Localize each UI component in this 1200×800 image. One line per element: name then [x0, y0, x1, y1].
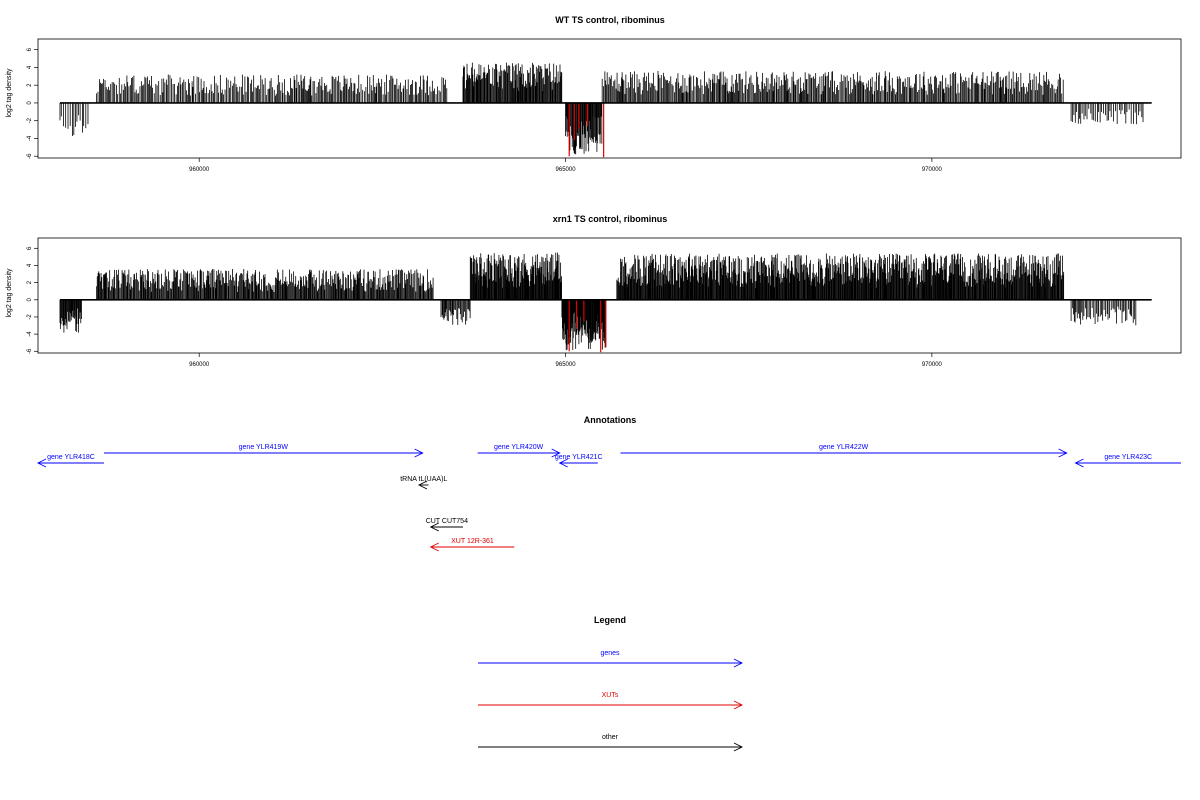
feature-arrow-other [417, 480, 429, 490]
wt-y-axis-label: log2 tag density [6, 68, 13, 118]
feature-arrow-gene [620, 448, 1068, 458]
y-tick-label: 2 [27, 280, 33, 284]
feature-label: tRNA tL(UAA)L [400, 476, 447, 483]
feature-arrow-gene [558, 458, 598, 468]
y-tick-label: 6 [27, 246, 33, 250]
y-tick-label: -2 [27, 117, 33, 123]
y-tick-label: -4 [27, 331, 33, 337]
feature-arrow-gene [477, 448, 561, 458]
y-tick-label: -6 [27, 153, 33, 159]
x-tick-label: 965000 [556, 167, 577, 173]
xrn1-panel-title: xrn1 TS control, ribominus [553, 214, 668, 224]
wt-y-axis: -6 -4 -2 0 2 4 6 [27, 47, 38, 159]
x-tick-label: 970000 [922, 362, 943, 368]
wt-signal-panel: WT TS control, ribominus log2 tag densit… [6, 15, 1182, 173]
y-tick-label: 0 [27, 297, 33, 301]
feature-label: gene YLR421C [555, 454, 603, 461]
y-tick-label: 6 [27, 47, 33, 51]
legend-title: Legend [594, 615, 626, 625]
feature-label: XUT 12R-361 [451, 538, 494, 545]
feature-arrow-other [429, 522, 463, 532]
xrn1-signal-panel: xrn1 TS control, ribominus log2 tag dens… [6, 214, 1182, 368]
feature-label: gene YLR420W [494, 444, 544, 451]
y-tick-label: 4 [27, 263, 33, 267]
wt-highlight-bars [568, 102, 605, 158]
x-tick-label: 965000 [556, 362, 577, 368]
x-tick-label: 970000 [922, 167, 943, 173]
legend-label: genes [600, 650, 620, 657]
feature-label: gene YLR422W [819, 444, 869, 451]
y-tick-label: 4 [27, 65, 33, 69]
feature-arrow-gene [103, 448, 424, 458]
legend-label: XUTs [602, 692, 619, 699]
legend-label: other [602, 734, 619, 741]
feature-label: CUT CUT754 [426, 518, 468, 525]
wt-x-axis: 960000 965000 970000 [189, 158, 943, 173]
wt-plot-frame [37, 38, 1182, 159]
xrn1-plot-frame [37, 237, 1182, 354]
xrn1-signal-bars [59, 252, 1137, 351]
feature-arrow-xut [429, 542, 515, 552]
annotations-title: Annotations [584, 415, 637, 425]
y-tick-label: 0 [27, 101, 33, 105]
y-tick-label: -6 [27, 348, 33, 354]
legend-arrow-other [478, 742, 744, 752]
legend: Legend genes XUTs other [478, 615, 744, 752]
y-tick-label: -4 [27, 135, 33, 141]
legend-entries: genes XUTs other [478, 650, 744, 752]
legend-arrow-xut [478, 700, 744, 710]
x-tick-label: 960000 [189, 167, 210, 173]
xrn1-y-axis-label: log2 tag density [6, 268, 13, 318]
legend-arrow-gene [478, 658, 744, 668]
feature-arrow-gene [36, 458, 104, 468]
annotation-features: gene YLR418C gene YLR419W gene YLR420W gene… [36, 444, 1181, 552]
feature-arrow-gene [1074, 458, 1181, 468]
feature-label: gene YLR423C [1104, 454, 1152, 461]
xrn1-y-axis: -6 -4 -2 0 2 4 6 [27, 246, 38, 354]
feature-label: gene YLR418C [47, 454, 95, 461]
wt-panel-title: WT TS control, ribominus [555, 15, 665, 25]
xrn1-highlight-bars [568, 299, 607, 353]
feature-label: gene YLR419W [239, 444, 289, 451]
y-tick-label: 2 [27, 83, 33, 87]
x-tick-label: 960000 [189, 362, 210, 368]
xrn1-x-axis: 960000 965000 970000 [189, 353, 943, 368]
y-tick-label: -2 [27, 314, 33, 320]
